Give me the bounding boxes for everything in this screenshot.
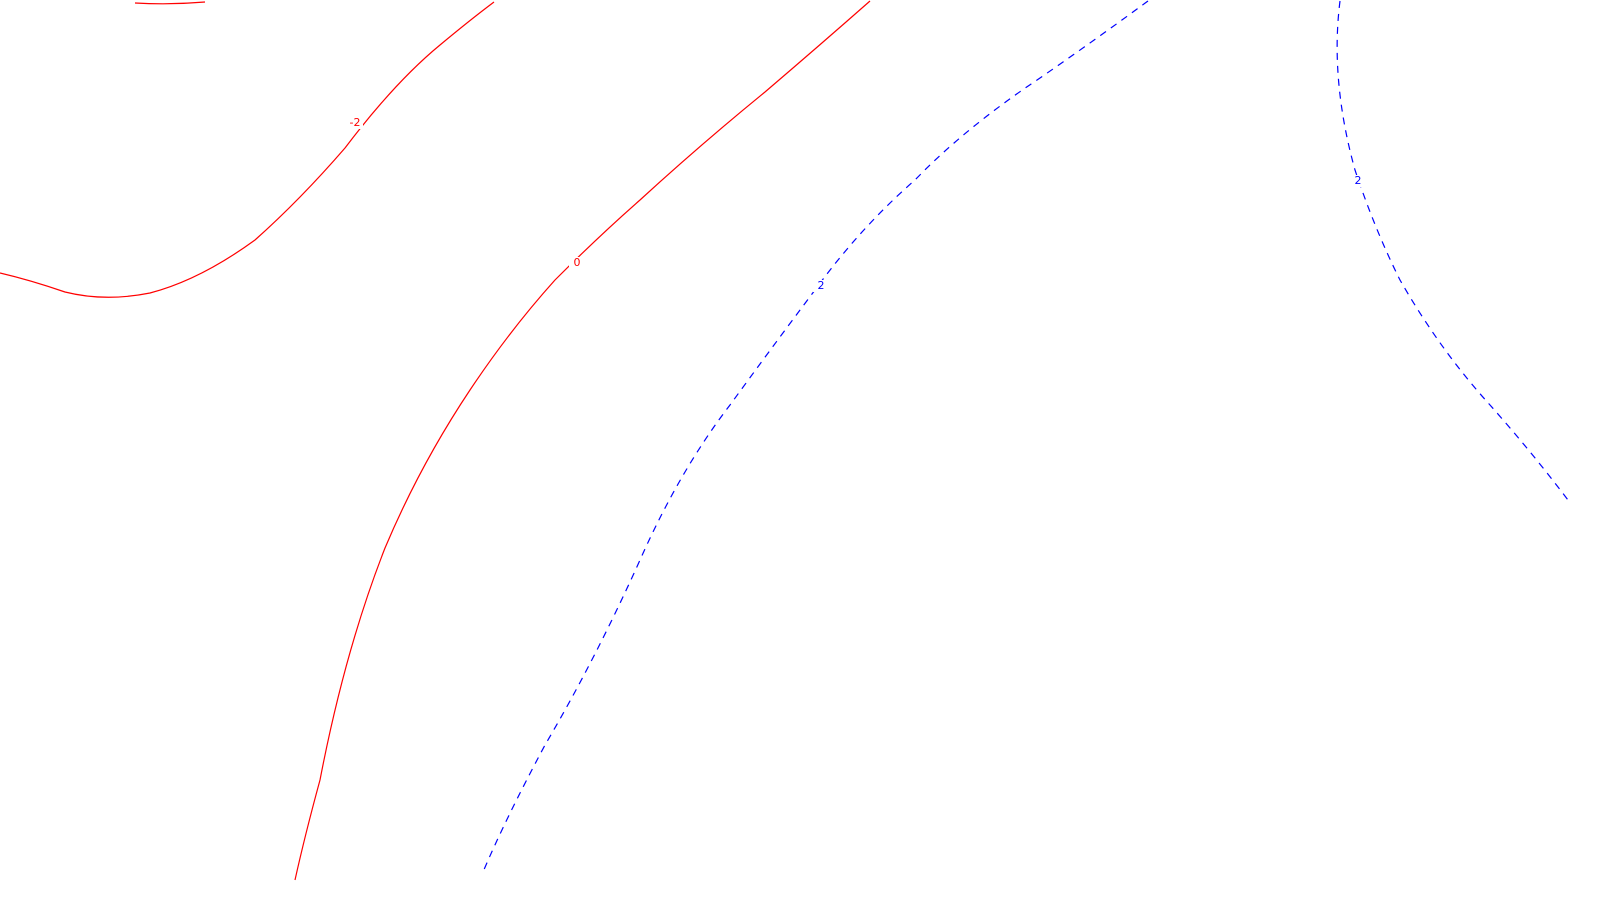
- contour-line-level-2-2: [1336, 0, 1569, 501]
- contour-label-gap: [813, 280, 829, 292]
- contour-line-level-0-1: [294, 0, 871, 881]
- contour-line-level--2-1: [134, 1, 206, 5]
- contour-label-level-2: 2: [1355, 174, 1362, 187]
- contour-label-gap: [1350, 175, 1366, 187]
- contour-label-gap: [569, 257, 585, 269]
- contour-line-level-2-1: [482, 0, 1149, 873]
- contour-lines: [0, 0, 1569, 881]
- contour-label-level-0: 0: [574, 256, 581, 269]
- contour-label-level--2: -2: [350, 116, 361, 129]
- contour-label-gap: [347, 117, 363, 129]
- contour-label-level-2: 2: [818, 279, 825, 292]
- contour-line-level--2-2: [0, 1, 495, 298]
- contour-labels: -2 0 2 2: [347, 116, 1366, 292]
